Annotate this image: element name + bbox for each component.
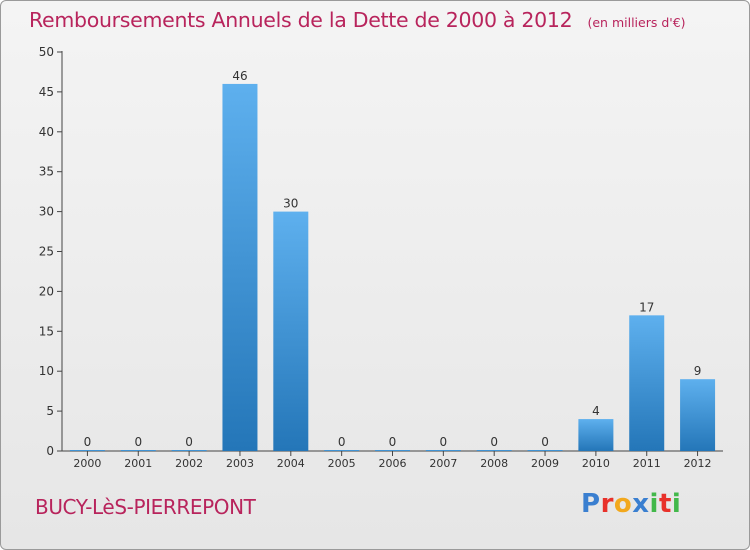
bar-2009 [527,450,563,451]
x-tick-label: 2011 [633,457,661,470]
x-tick-label: 2012 [684,457,712,470]
chart-title: Remboursements Annuels de la Dette de 20… [29,8,573,32]
bar-2004 [273,211,309,451]
x-tick-label: 2000 [73,457,101,470]
data-labels: 0 0 0 46 30 0 0 0 0 0 4 17 9 [84,69,702,449]
logo-letter: P [581,489,601,519]
logo-letter: i [671,489,682,519]
logo-letter: x [632,489,650,519]
data-label-2008: 0 [490,435,498,449]
bar-2005 [324,450,360,451]
bar-2008 [476,450,512,451]
x-tick-label: 2002 [175,457,203,470]
data-label-2000: 0 [84,435,92,449]
bar-2006 [375,450,410,451]
bar-2002 [171,450,207,451]
data-label-2005: 0 [338,435,346,449]
data-label-2010: 4 [592,404,600,418]
logo-letter: t [658,489,672,519]
x-tick-label: 2007 [429,457,457,470]
bar-2007 [425,450,461,451]
logo-letter: r [600,489,614,519]
y-tick-label: 40 [39,125,54,139]
x-tick-label: 2008 [480,457,508,470]
x-tick-label: 2003 [226,457,254,470]
data-label-2006: 0 [389,435,397,449]
y-tick-label: 50 [39,45,54,59]
commune-name: BUCY-LèS-PIERREPONT [35,495,256,519]
y-tick-label: 35 [39,165,54,179]
bar-2000 [69,450,105,451]
data-label-2003: 46 [232,69,247,83]
y-axis: 0 5 10 15 20 25 30 35 40 45 50 [39,45,63,458]
data-label-2002: 0 [185,435,193,449]
data-label-2009: 0 [541,435,549,449]
x-tick-label: 2010 [582,457,610,470]
y-tick-label: 15 [39,324,54,338]
bar-2003 [222,83,258,452]
data-label-2007: 0 [440,435,448,449]
bar-2011 [629,315,665,451]
y-tick-label: 30 [39,205,54,219]
data-label-2001: 0 [134,435,142,449]
x-axis: 2000 2001 2002 2003 2004 2005 2006 2007 2008 2009… [62,450,723,470]
y-tick-label: 45 [39,85,54,99]
bar-2012 [680,379,716,451]
proxiti-logo: Proxiti [581,489,681,519]
y-tick-label: 20 [39,284,54,298]
x-tick-label: 2005 [328,457,356,470]
x-tick-label: 2001 [124,457,152,470]
y-tick-label: 5 [46,404,54,418]
bars [69,83,716,452]
x-tick-label: 2009 [531,457,559,470]
data-label-2011: 17 [639,300,654,314]
logo-letter: o [613,489,633,519]
unit-note: (en milliers d'€) [587,15,686,30]
data-label-2012: 9 [694,364,702,378]
bar-2010 [578,419,614,451]
logo-letter: i [649,489,659,519]
x-tick-label: 2006 [379,457,407,470]
y-tick-label: 25 [39,245,54,259]
title-row: Remboursements Annuels de la Dette de 20… [29,8,686,32]
y-tick-label: 0 [46,444,54,458]
y-tick-label: 10 [39,364,54,378]
data-label-2004: 30 [283,197,298,211]
bar-2001 [120,450,156,451]
x-tick-label: 2004 [277,457,305,470]
